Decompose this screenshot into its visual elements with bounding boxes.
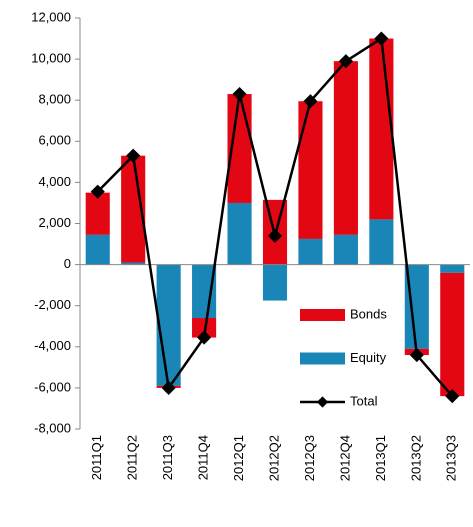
y-tick-label: -2,000	[34, 297, 71, 312]
x-tick-label: 2011Q2	[125, 435, 140, 480]
marker	[374, 31, 389, 46]
bar	[333, 234, 358, 265]
bar	[192, 318, 217, 338]
marker	[126, 148, 141, 163]
x-tick-label: 2012Q4	[337, 435, 352, 481]
x-tick-label: 2011Q1	[89, 435, 104, 480]
y-tick-label: 4,000	[38, 174, 71, 189]
x-tick-label: 2012Q2	[266, 435, 281, 481]
y-tick-label: 8,000	[38, 92, 71, 107]
bar	[440, 264, 465, 273]
y-tick-label: 12,000	[31, 9, 71, 24]
marker	[409, 347, 424, 363]
bar	[85, 234, 110, 265]
x-tick-label: 2012Q1	[231, 435, 246, 481]
x-tick-label: 2011Q3	[160, 435, 175, 480]
y-tick-label: 0	[64, 256, 71, 271]
legend-label: Bonds	[350, 306, 387, 321]
marker	[445, 389, 460, 404]
marker	[338, 54, 353, 69]
x-tick-label: 2012Q3	[302, 435, 317, 481]
legend-marker	[316, 396, 329, 408]
marker	[303, 94, 318, 109]
x-tick-label: 2013Q1	[373, 435, 388, 481]
marker	[197, 330, 212, 345]
y-tick-label: -4,000	[34, 338, 71, 353]
marker	[267, 228, 283, 243]
y-tick-label: 10,000	[31, 51, 71, 66]
bar	[121, 262, 146, 265]
bar	[369, 219, 394, 265]
x-tick-label: 2011Q4	[196, 435, 211, 480]
y-tick-label: -6,000	[34, 379, 71, 394]
y-tick-label: 2,000	[38, 215, 71, 230]
bar	[192, 264, 217, 319]
marker	[161, 380, 176, 395]
legend-label: Equity	[350, 350, 387, 365]
bar	[440, 272, 465, 397]
x-tick-label: 2013Q2	[408, 435, 423, 481]
bar	[85, 192, 110, 235]
bar	[262, 264, 288, 301]
legend-swatch	[300, 352, 345, 365]
y-tick-label: -8,000	[34, 420, 71, 435]
bar	[156, 264, 181, 386]
x-tick-label: 2013Q3	[444, 435, 459, 481]
bar	[298, 101, 323, 239]
bar	[227, 202, 252, 265]
bar	[369, 38, 394, 220]
bar	[298, 238, 323, 265]
y-tick-label: 6,000	[38, 133, 71, 148]
legend-swatch	[300, 309, 345, 321]
bar	[333, 61, 358, 235]
legend-label: Total	[350, 393, 378, 408]
